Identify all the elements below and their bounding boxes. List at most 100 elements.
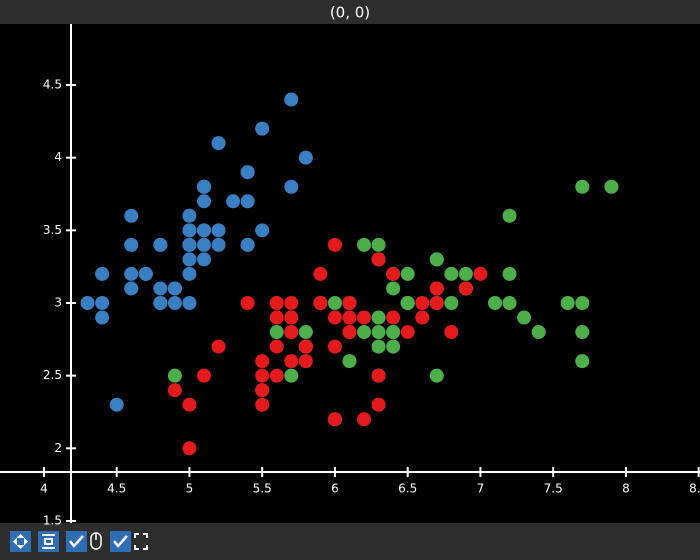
scatter-point [342,295,357,310]
scatter-point [95,310,110,325]
x-tick-label: 5.5 [253,482,272,496]
scatter-point [429,281,444,296]
scatter-point [357,237,372,252]
scatter-point [575,295,590,310]
scatter-point [124,266,139,281]
scatter-point [357,325,372,340]
scatter-point [458,266,473,281]
scatter-point [284,354,299,369]
toolbar [0,523,700,560]
scatter-point [313,266,328,281]
scatter-point [473,266,488,281]
scatter-point [327,412,342,427]
scatter-point [327,237,342,252]
scatter-point [269,368,284,383]
fullscreen-toggle[interactable] [110,531,148,552]
scatter-point [269,295,284,310]
scatter-point [400,266,415,281]
scatter-point [182,208,197,223]
scatter-point [182,397,197,412]
scatter-point [80,295,95,310]
scatter-point [371,325,386,340]
x-tick-label: 4 [40,482,48,496]
scatter-point [371,237,386,252]
scatter-point [167,295,182,310]
scatter-point [255,121,270,136]
scatter-point [386,281,401,296]
scatter-point [575,354,590,369]
scatter-point [444,266,459,281]
plot-area [0,24,700,523]
scatter-point [182,266,197,281]
scatter-point [415,295,430,310]
scatter-point [153,295,168,310]
scatter-point [517,310,532,325]
scatter-point [284,368,299,383]
scatter-point [298,354,313,369]
scatter-point [124,208,139,223]
wheel-zoom-toggle[interactable] [66,531,102,552]
scatter-point [313,295,328,310]
scatter-point [269,325,284,340]
scatter-point [357,310,372,325]
scatter-point [255,368,270,383]
scatter-point [284,92,299,107]
pan-tool[interactable] [10,531,31,552]
scatter-point [386,339,401,354]
scatter-point [284,295,299,310]
scatter-point [298,325,313,340]
scatter-point [386,266,401,281]
scatter-point [269,339,284,354]
scatter-point [371,397,386,412]
scatter-point [255,383,270,398]
scatter-point [124,237,139,252]
scatter-point [196,223,211,238]
scatter-point [371,339,386,354]
scatter-point [342,325,357,340]
scatter-point [560,295,575,310]
scatter-point [284,310,299,325]
scatter-point [255,354,270,369]
scatter-point [575,179,590,194]
scatter-point [226,194,241,209]
y-tick-label: 4 [54,150,62,164]
scatter-point [196,237,211,252]
scatter-point [604,179,619,194]
scatter-point [371,310,386,325]
scatter-point [240,165,255,180]
scatter-point [458,281,473,296]
x-tick-label: 6 [331,482,339,496]
scatter-point [487,295,502,310]
x-tick-label: 8 [622,482,630,496]
y-tick-label: 2 [54,441,62,455]
scatter-point [327,295,342,310]
scatter-point [95,266,110,281]
plot-layer [80,92,619,456]
scatter-point [255,397,270,412]
scatter-point [240,295,255,310]
scatter-point [502,208,517,223]
scatter-point [444,325,459,340]
scatter-point [153,237,168,252]
scatter-point [357,412,372,427]
scatter-point [400,325,415,340]
title-bar [0,0,700,24]
scatter-point [182,252,197,267]
scatter-point [342,354,357,369]
scatter-point [211,237,226,252]
scatter-point [342,310,357,325]
scatter-point [196,368,211,383]
scatter-point [415,310,430,325]
scatter-point [95,295,110,310]
scatter-point [371,252,386,267]
scatter-point [196,194,211,209]
zoom-tool[interactable] [38,531,59,552]
scatter-point [182,441,197,456]
scatter-point [211,339,226,354]
scatter-point [327,310,342,325]
x-tick-label: 7.5 [544,482,563,496]
scatter-point [400,295,415,310]
scatter-point [182,223,197,238]
scatter-point [386,325,401,340]
x-tick-label: 6.5 [398,482,417,496]
